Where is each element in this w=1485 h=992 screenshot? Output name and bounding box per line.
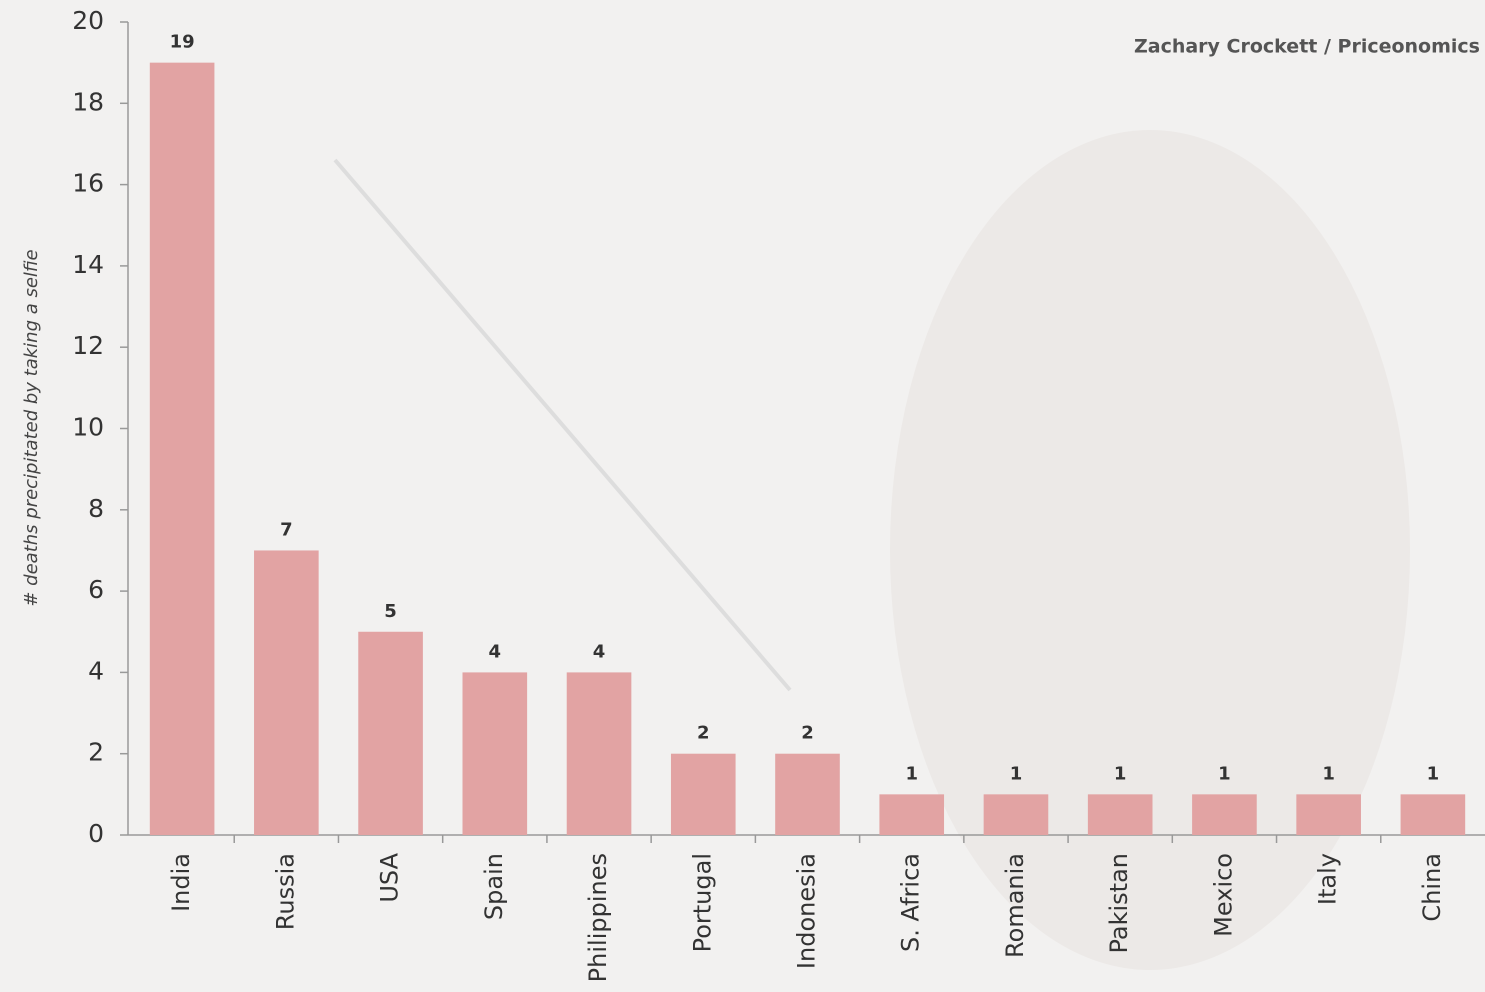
- x-tick-label: Indonesia: [793, 853, 821, 969]
- bar: [462, 672, 528, 835]
- value-label: 4: [593, 641, 606, 662]
- background-photo: [890, 130, 1410, 970]
- x-tick-label: China: [1418, 853, 1446, 922]
- y-tick-label: 20: [72, 6, 104, 35]
- x-tick-label: Philippines: [584, 853, 612, 982]
- y-tick-label: 10: [72, 413, 104, 442]
- value-label: 4: [489, 641, 502, 662]
- bar: [670, 753, 736, 835]
- value-label: 2: [801, 723, 814, 744]
- bar: [879, 794, 945, 835]
- x-tick-label: Spain: [480, 853, 508, 920]
- y-tick-label: 6: [88, 575, 104, 604]
- x-tick-label: S. Africa: [897, 853, 925, 952]
- value-label: 1: [905, 763, 918, 784]
- bar: [566, 672, 632, 835]
- x-tick-label: Italy: [1314, 853, 1342, 905]
- background-photo: [333, 158, 792, 692]
- x-tick-label: USA: [376, 852, 404, 902]
- bar: [1087, 794, 1153, 835]
- value-label: 19: [170, 32, 195, 53]
- y-tick-label: 14: [72, 250, 104, 279]
- value-label: 5: [384, 601, 397, 622]
- y-tick-label: 18: [72, 87, 104, 116]
- x-tick-label: Mexico: [1209, 853, 1237, 937]
- x-tick-label: Romania: [1001, 853, 1029, 958]
- y-tick-label: 12: [72, 331, 104, 360]
- y-tick-label: 8: [88, 494, 104, 523]
- bar: [983, 794, 1049, 835]
- y-tick-label: 2: [88, 738, 104, 767]
- y-tick-label: 16: [72, 169, 104, 198]
- bar: [775, 753, 840, 835]
- bar: [1192, 794, 1257, 835]
- y-axis-label: # deaths precipitated by taking a selfie: [21, 249, 42, 606]
- bar: [1400, 794, 1466, 835]
- value-label: 1: [1218, 763, 1231, 784]
- y-tick-label: 4: [88, 656, 104, 685]
- value-label: 2: [697, 723, 710, 744]
- bar: [1296, 794, 1361, 835]
- x-tick-label: Portugal: [688, 853, 716, 952]
- bar: [358, 631, 423, 835]
- x-tick-label: Russia: [271, 853, 299, 930]
- value-label: 1: [1114, 763, 1127, 784]
- y-tick-label: 0: [88, 819, 104, 848]
- source-credit: Zachary Crockett / Priceonomics: [1134, 36, 1480, 58]
- value-label: 7: [280, 519, 293, 540]
- x-tick-label: Pakistan: [1105, 853, 1133, 954]
- bar: [254, 550, 319, 835]
- value-label: 1: [1010, 763, 1023, 784]
- value-label: 1: [1427, 763, 1440, 784]
- bar: [149, 62, 215, 835]
- value-label: 1: [1322, 763, 1335, 784]
- x-tick-label: India: [167, 853, 195, 912]
